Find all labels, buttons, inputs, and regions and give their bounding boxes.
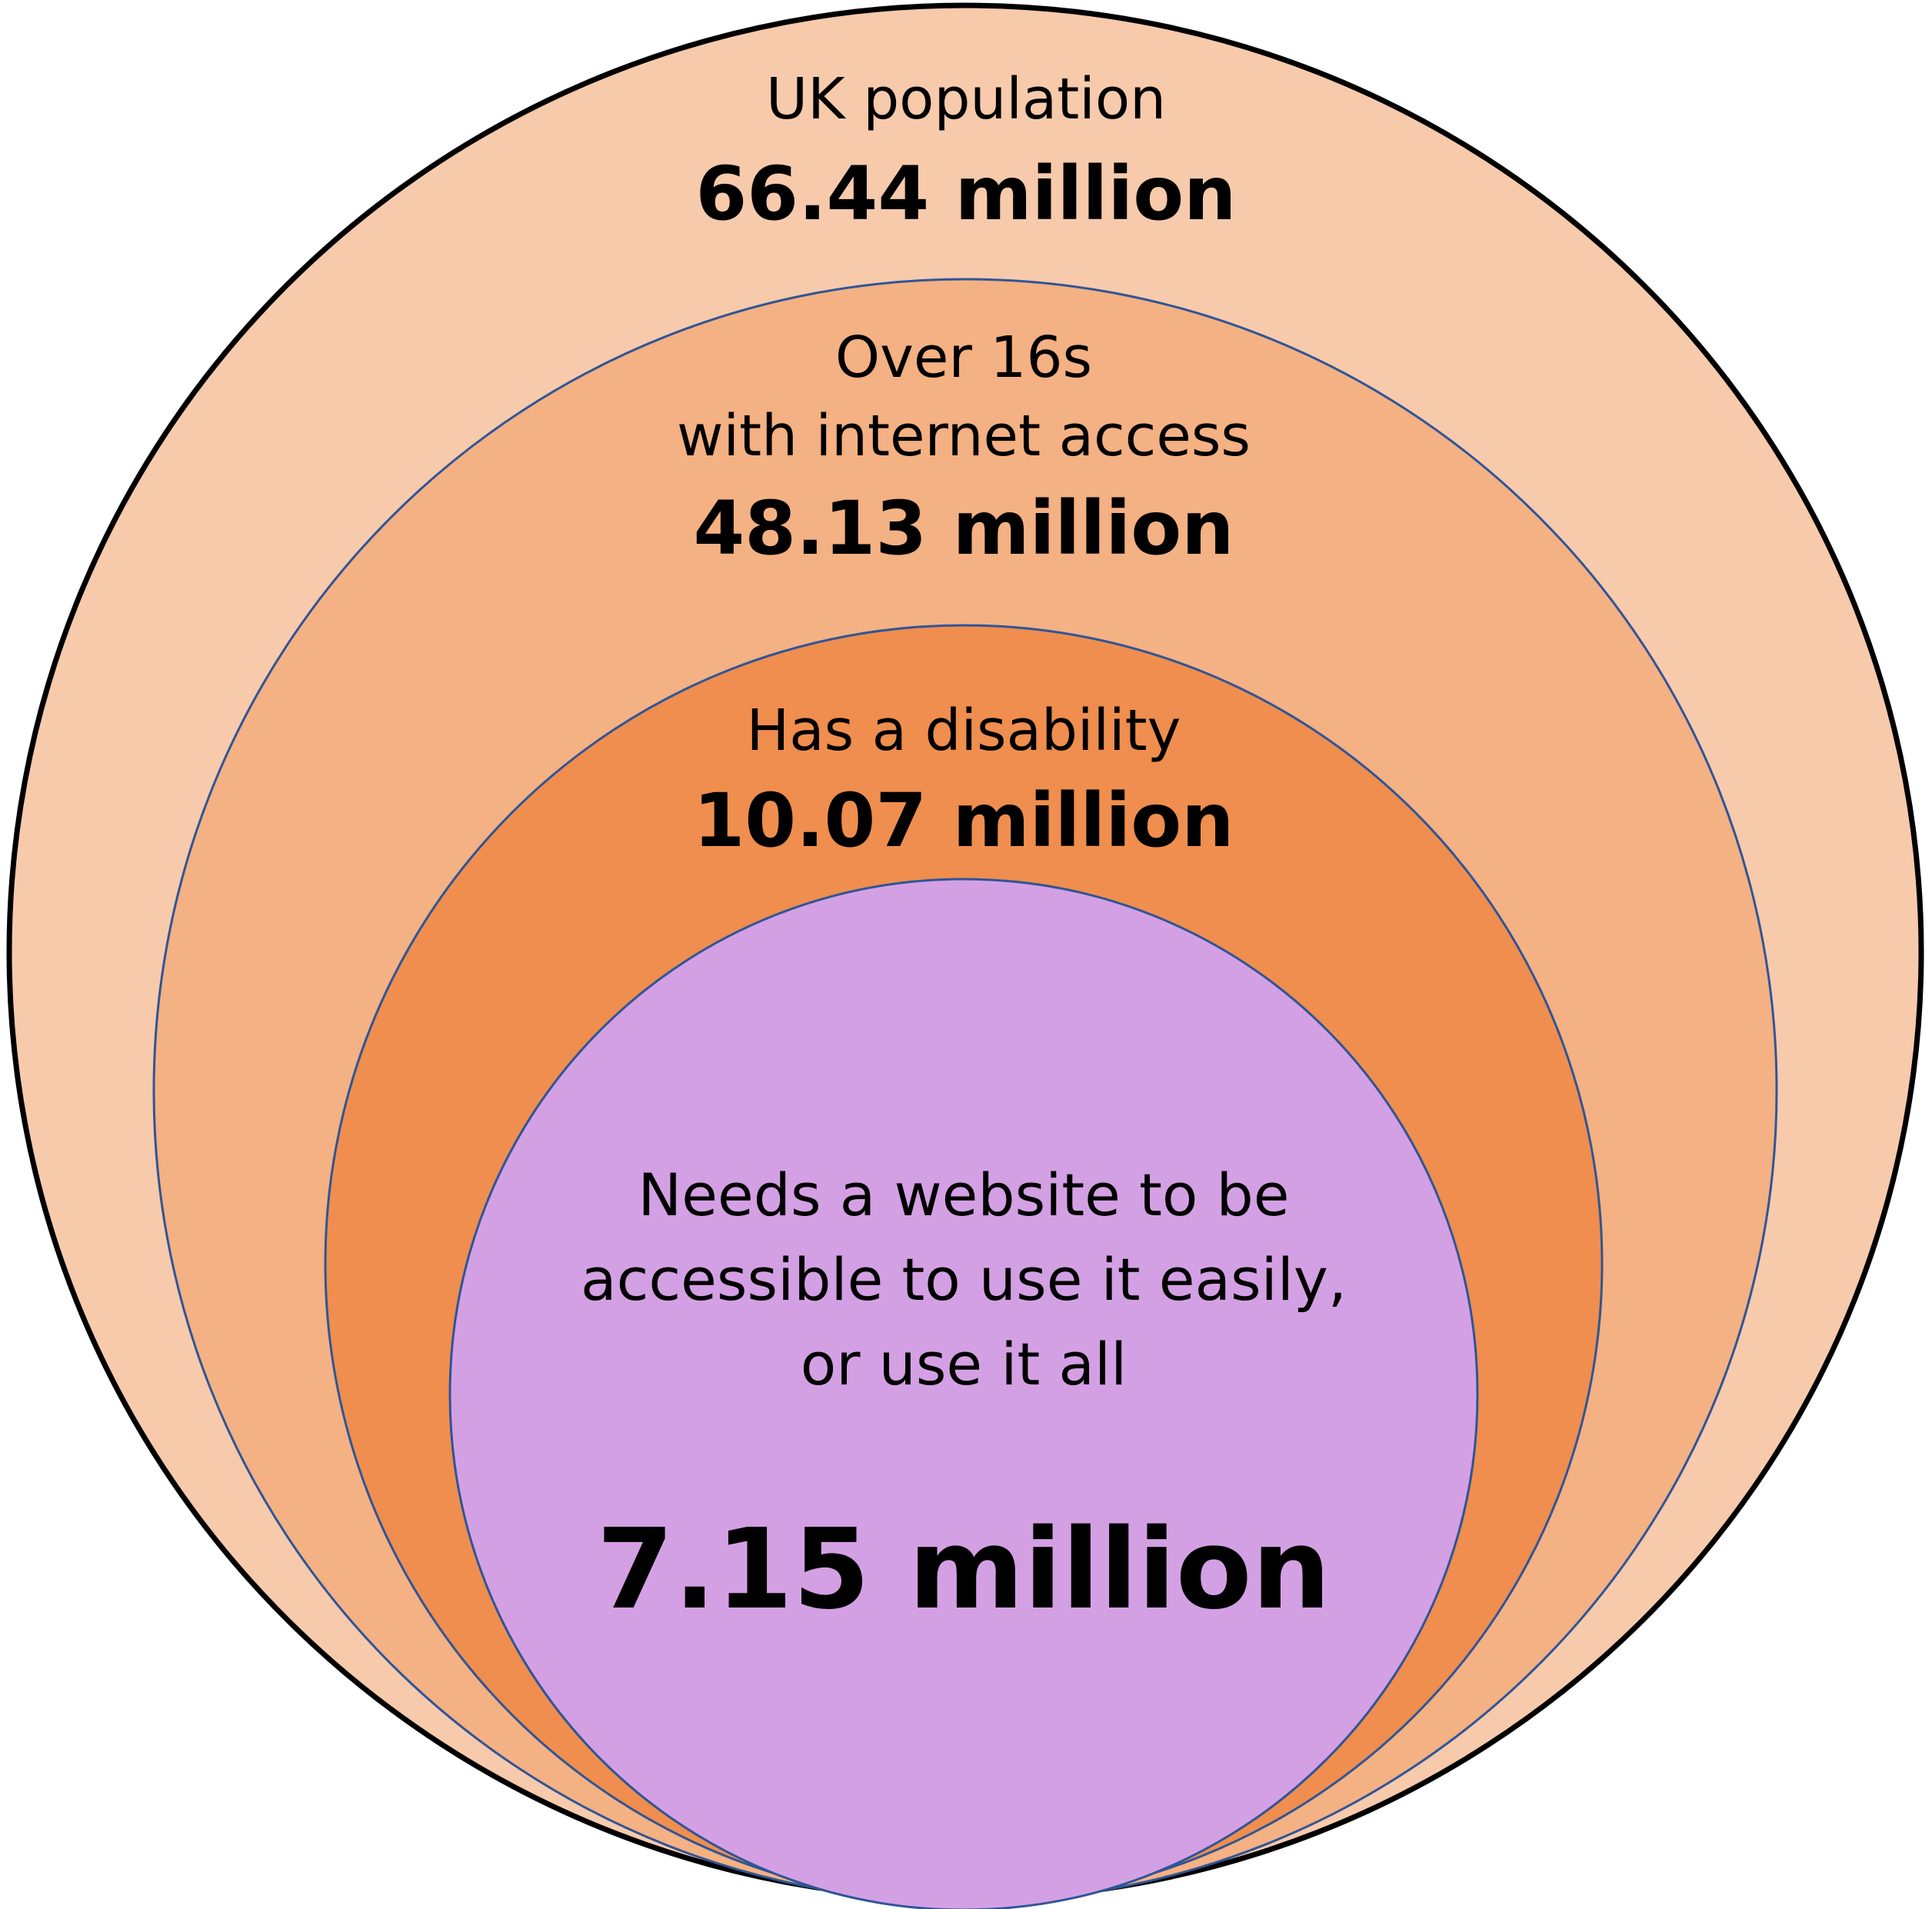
disability-value: 10.07 million	[693, 778, 1234, 864]
needs-accessible-label-line3: or use it all	[801, 1330, 1127, 1398]
internet-access-label-line1: Over 16s	[835, 325, 1092, 391]
internet-access-value: 48.13 million	[693, 485, 1234, 571]
needs-accessible-website-circle	[448, 878, 1479, 1909]
uk-population-value: 66.44 million	[695, 151, 1236, 237]
needs-accessible-value: 7.15 million	[597, 1504, 1331, 1634]
disability-label: Has a disability	[747, 698, 1181, 764]
needs-accessible-label-line2: accessible to use it easily,	[581, 1245, 1347, 1314]
needs-accessible-label-line1: Needs a website to be	[638, 1161, 1289, 1229]
internet-access-label-line2: with internet access	[677, 403, 1251, 469]
uk-population-label: UK population	[766, 66, 1166, 132]
